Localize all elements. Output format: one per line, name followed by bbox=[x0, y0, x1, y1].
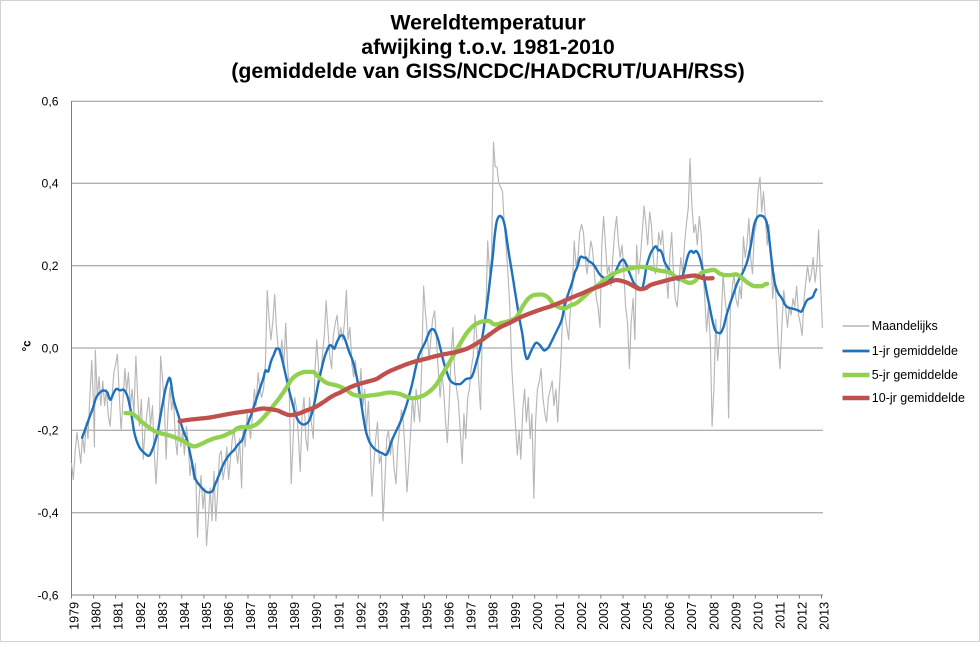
svg-text:1995: 1995 bbox=[421, 602, 435, 630]
svg-text:(gemiddelde van GISS/NCDC/HADC: (gemiddelde van GISS/NCDC/HADCRUT/UAH/RS… bbox=[231, 59, 744, 83]
svg-text:5-jr gemiddelde: 5-jr gemiddelde bbox=[872, 368, 958, 382]
svg-text:2008: 2008 bbox=[707, 602, 721, 630]
svg-text:1994: 1994 bbox=[399, 602, 413, 630]
svg-text:2011: 2011 bbox=[774, 602, 788, 629]
svg-text:1983: 1983 bbox=[156, 602, 170, 630]
svg-text:1979: 1979 bbox=[68, 602, 82, 630]
svg-text:1985: 1985 bbox=[200, 602, 214, 630]
svg-text:-0,4: -0,4 bbox=[37, 506, 58, 520]
svg-text:2007: 2007 bbox=[685, 602, 699, 630]
svg-text:10-jr gemiddelde: 10-jr gemiddelde bbox=[872, 391, 965, 405]
svg-text:Maandelijks: Maandelijks bbox=[872, 319, 938, 333]
svg-text:2010: 2010 bbox=[751, 602, 765, 630]
svg-text:1988: 1988 bbox=[266, 602, 280, 630]
svg-text:1987: 1987 bbox=[244, 602, 258, 630]
svg-text:2003: 2003 bbox=[597, 602, 611, 630]
svg-text:2012: 2012 bbox=[796, 602, 810, 630]
svg-text:-0,2: -0,2 bbox=[37, 424, 58, 438]
svg-text:°c: °c bbox=[22, 340, 34, 352]
svg-text:1998: 1998 bbox=[487, 602, 501, 630]
svg-text:2013: 2013 bbox=[818, 602, 832, 630]
svg-text:0,4: 0,4 bbox=[42, 177, 59, 191]
svg-text:1993: 1993 bbox=[376, 602, 390, 630]
svg-text:1999: 1999 bbox=[509, 602, 523, 630]
svg-text:1991: 1991 bbox=[332, 602, 346, 630]
svg-text:afwijking t.o.v. 1981-2010: afwijking t.o.v. 1981-2010 bbox=[361, 35, 614, 59]
svg-text:-0,6: -0,6 bbox=[37, 588, 58, 602]
svg-text:2001: 2001 bbox=[553, 602, 567, 630]
svg-text:0,2: 0,2 bbox=[42, 259, 59, 273]
svg-text:1992: 1992 bbox=[354, 602, 368, 630]
svg-text:2006: 2006 bbox=[663, 602, 677, 630]
svg-text:2009: 2009 bbox=[729, 602, 743, 630]
svg-text:2000: 2000 bbox=[531, 602, 545, 630]
svg-text:1986: 1986 bbox=[222, 602, 236, 630]
svg-text:Wereldtemperatuur: Wereldtemperatuur bbox=[390, 11, 585, 35]
svg-text:1982: 1982 bbox=[134, 602, 148, 630]
svg-text:0,0: 0,0 bbox=[42, 341, 59, 355]
svg-text:0,6: 0,6 bbox=[42, 95, 59, 109]
svg-text:1990: 1990 bbox=[310, 602, 324, 630]
svg-text:2002: 2002 bbox=[575, 602, 589, 630]
svg-text:1989: 1989 bbox=[288, 602, 302, 630]
svg-text:1984: 1984 bbox=[178, 602, 192, 630]
svg-text:2005: 2005 bbox=[641, 602, 655, 630]
svg-text:2004: 2004 bbox=[619, 602, 633, 630]
svg-text:1996: 1996 bbox=[443, 602, 457, 630]
svg-text:1981: 1981 bbox=[112, 602, 126, 630]
svg-text:1-jr gemiddelde: 1-jr gemiddelde bbox=[872, 344, 958, 358]
svg-text:1980: 1980 bbox=[90, 602, 104, 630]
svg-text:1997: 1997 bbox=[465, 602, 479, 630]
